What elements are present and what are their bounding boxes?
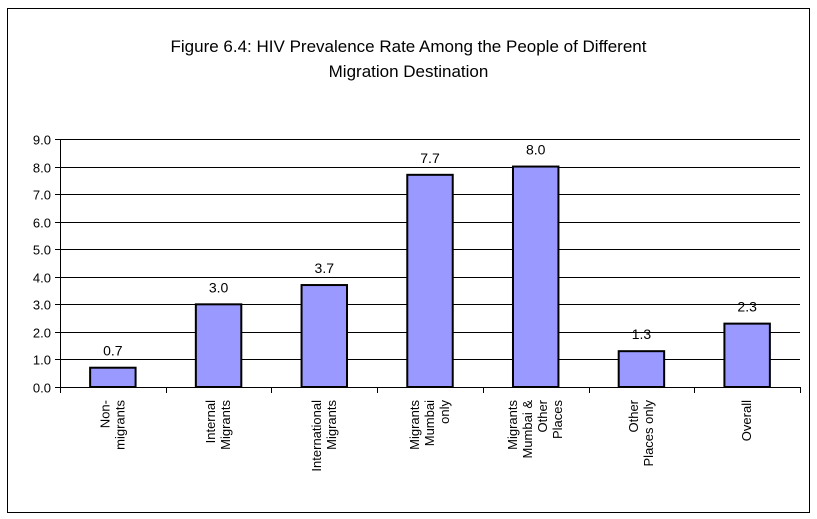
chart-title-line-2: Migration Destination (328, 62, 489, 81)
chart-title: Figure 6.4: HIV Prevalence Rate Among th… (0, 34, 817, 84)
category-label-line: Migrants (324, 400, 339, 450)
bar (406, 173, 454, 388)
data-label: 1.3 (632, 326, 652, 342)
category-label-line: migrants (112, 400, 127, 450)
category-label-line: Migrants (505, 400, 520, 450)
y-tick-label: 8.0 (33, 161, 51, 176)
data-label: 2.3 (737, 299, 757, 315)
y-tick-label: 5.0 (33, 243, 51, 258)
category-label-line: Non- (97, 400, 112, 428)
category-label: Migrants Mumbai only (407, 400, 452, 450)
bar (300, 284, 349, 388)
category-label-line: Places only (641, 400, 656, 467)
bar (511, 165, 560, 388)
category-label-line: Mumbai (422, 400, 437, 446)
category-label-line: Internal (203, 400, 218, 443)
data-label: 7.7 (420, 150, 440, 166)
category-label-line: Overall (739, 400, 754, 441)
category-label-line: Places (550, 400, 565, 440)
chart-title-line-1: Figure 6.4: HIV Prevalence Rate Among th… (170, 37, 647, 56)
y-tick-label: 4.0 (33, 271, 51, 286)
y-tick-label: 2.0 (33, 326, 51, 341)
category-label: Internal Migrants (203, 400, 233, 450)
bar (89, 366, 137, 389)
category-label: International Migrants (309, 400, 339, 472)
data-label: 0.7 (103, 343, 123, 359)
category-label-line: Migrants (407, 400, 422, 450)
bars (89, 165, 771, 389)
category-label-line: Other (535, 399, 550, 432)
category-label: Migrants Mumbai & Other Places (505, 399, 565, 458)
category-label-line: Migrants (218, 400, 233, 450)
bar (723, 322, 771, 388)
bar (617, 350, 666, 388)
y-tick-label: 7.0 (33, 188, 51, 203)
category-label-line: International (309, 400, 324, 472)
category-label-line: Mumbai & (520, 400, 535, 459)
category-label: Non-migrants (97, 400, 127, 450)
category-label: Other Places only (626, 399, 656, 466)
data-label: 8.0 (526, 142, 546, 158)
y-tick-label: 3.0 (33, 298, 51, 313)
y-tick-label: 9.0 (33, 133, 51, 148)
category-label-line: Other (626, 399, 641, 432)
y-tick-label: 0.0 (33, 381, 51, 396)
data-label: 3.7 (315, 260, 335, 276)
y-tick-label: 6.0 (33, 216, 51, 231)
data-label: 3.0 (209, 279, 229, 295)
category-label-line: only (437, 400, 452, 424)
y-tick-label: 1.0 (33, 353, 51, 368)
category-label: Overall (739, 400, 754, 441)
bar (194, 303, 243, 389)
